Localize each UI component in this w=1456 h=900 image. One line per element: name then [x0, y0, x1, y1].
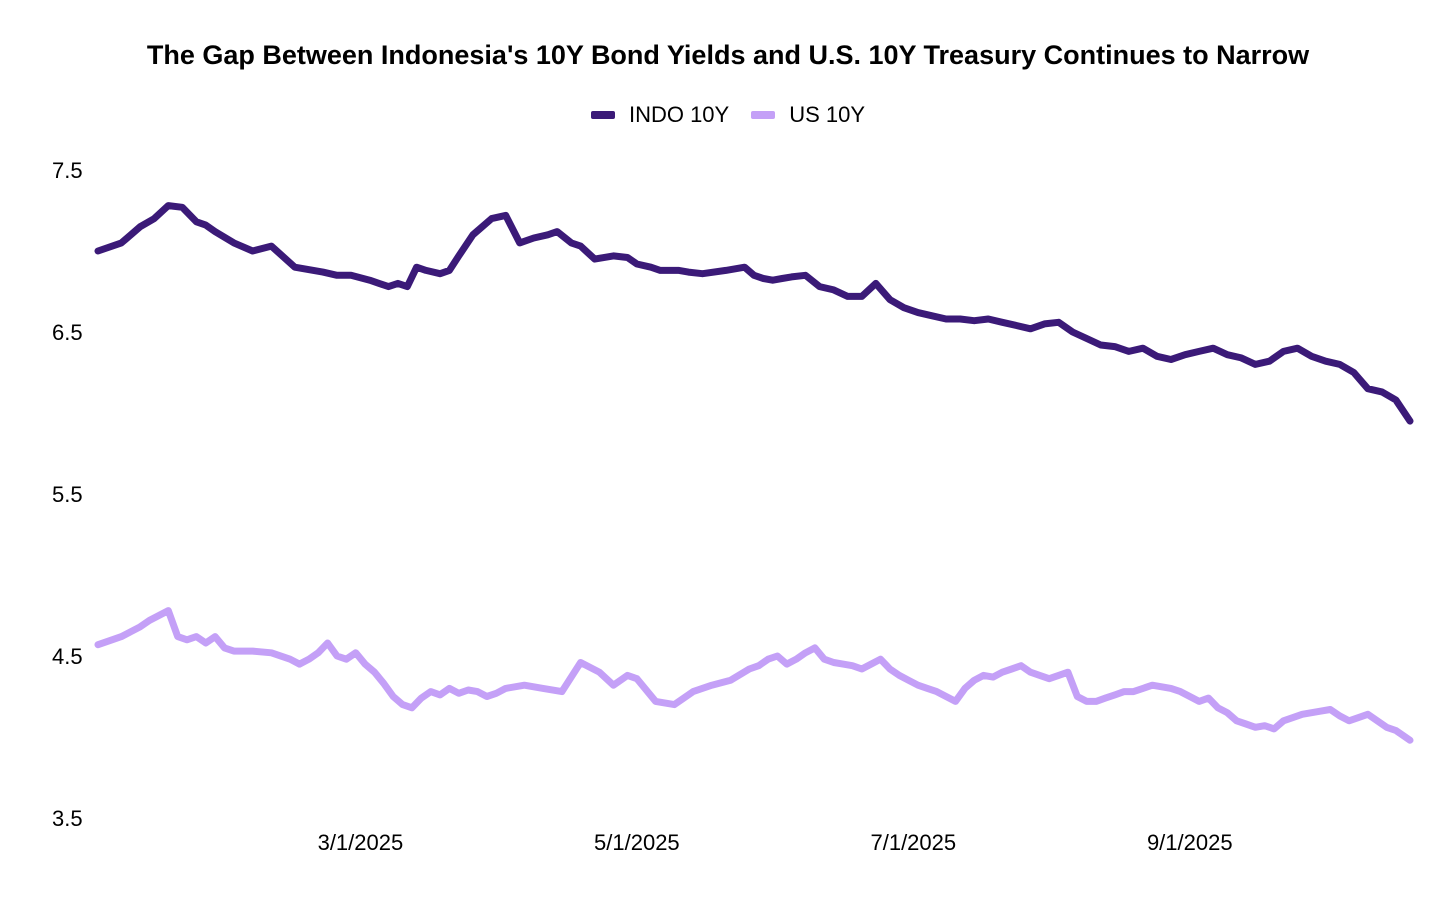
x-axis: 3/1/2025 5/1/2025 7/1/2025 9/1/2025 [318, 830, 1233, 855]
legend: INDO 10Y US 10Y [0, 102, 1456, 128]
series-line-us-10y[interactable] [94, 607, 1414, 744]
series-lines [94, 202, 1414, 744]
x-tick-label: 7/1/2025 [870, 830, 956, 855]
y-tick-label: 7.5 [52, 158, 83, 183]
y-tick-label: 5.5 [52, 482, 83, 507]
chart-title: The Gap Between Indonesia's 10Y Bond Yie… [146, 40, 1310, 70]
x-tick-label: 5/1/2025 [594, 830, 680, 855]
legend-swatch-us [751, 111, 776, 119]
series-line-indo-10y[interactable] [94, 202, 1414, 425]
y-axis: 3.5 4.5 5.5 6.5 7.5 [52, 158, 83, 831]
legend-item-us[interactable]: US 10Y [751, 102, 865, 128]
legend-label-indo: INDO 10Y [628, 102, 730, 127]
y-tick-label: 6.5 [52, 320, 83, 345]
x-tick-label: 9/1/2025 [1147, 830, 1233, 855]
legend-item-indo[interactable]: INDO 10Y [590, 102, 730, 128]
y-tick-label: 3.5 [52, 806, 83, 831]
legend-swatch-indo [590, 111, 615, 119]
x-tick-label: 3/1/2025 [318, 830, 404, 855]
legend-label-us: US 10Y [789, 102, 866, 127]
y-tick-label: 4.5 [52, 644, 83, 669]
